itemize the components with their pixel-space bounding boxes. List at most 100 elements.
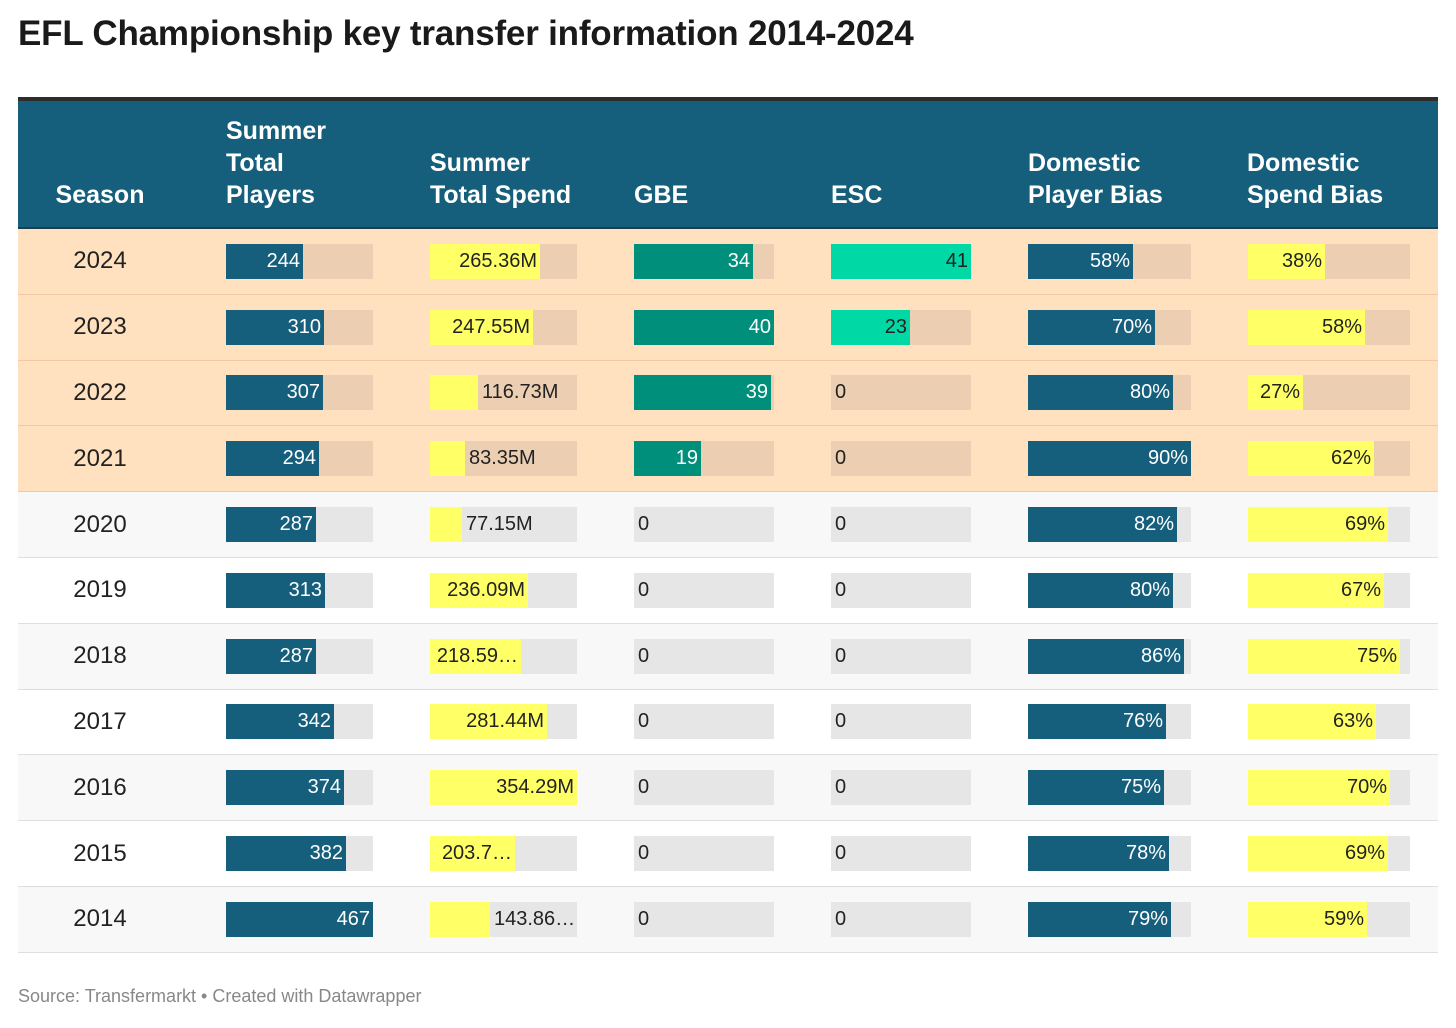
esc-bar-track: 0: [831, 901, 971, 937]
dsb-bar-track: 62%: [1248, 441, 1410, 477]
dpb-bar-fill: [1028, 704, 1166, 740]
gbe-value-label: 19: [675, 447, 698, 470]
dpb-bar-fill: [1028, 441, 1191, 477]
header-gbe[interactable]: GBE: [634, 179, 688, 211]
dpb-bar-track: 80%: [1028, 572, 1191, 608]
dsb-value-label: 67%: [1340, 578, 1381, 601]
dpb-bar-fill: [1028, 572, 1173, 608]
header-line: Total: [226, 149, 284, 177]
header-esc[interactable]: ESC: [831, 179, 882, 211]
esc-value-label: 0: [835, 842, 847, 865]
dsb-value-label: 38%: [1281, 249, 1322, 272]
header-season[interactable]: Season: [55, 181, 145, 209]
esc-value-label: 23: [884, 315, 907, 338]
dpb-value-label: 90%: [1147, 447, 1188, 470]
header-domestic-spend-bias[interactable]: Domestic Spend Bias: [1247, 147, 1383, 211]
esc-value-label: 0: [835, 710, 847, 733]
players-bar-fill: [226, 638, 316, 674]
season-cell: 2018: [73, 642, 127, 670]
dsb-bar-track: 75%: [1248, 638, 1410, 674]
dsb-bar-fill: [1248, 243, 1325, 279]
spend-bar-track: 265.36M: [430, 243, 577, 279]
spend-bar-track: 354.29M: [430, 770, 577, 806]
gbe-bar-track: 39: [634, 375, 774, 411]
dsb-value-label: 59%: [1323, 907, 1364, 930]
esc-bar-track: 0: [831, 638, 971, 674]
dpb-bar-fill: [1028, 309, 1155, 345]
esc-value-label: 0: [835, 644, 847, 667]
gbe-value-label: 0: [638, 776, 650, 799]
dpb-bar-track: 80%: [1028, 375, 1191, 411]
header-line: Summer: [226, 117, 327, 145]
gbe-bar-track: 0: [634, 770, 774, 806]
players-bar-fill: [226, 770, 344, 806]
table-row: 2022 307 116.73M 39 0 80% 27%: [18, 360, 1438, 427]
spend-bar-fill: [430, 770, 577, 806]
esc-bar-track: 0: [831, 704, 971, 740]
dpb-bar-track: 58%: [1028, 243, 1191, 279]
dsb-bar-track: 58%: [1248, 309, 1410, 345]
spend-value-label: 116.73M: [482, 381, 559, 404]
gbe-value-label: 34: [727, 249, 750, 272]
table-row: 2021 294 83.35M 19 0 90% 62%: [18, 426, 1438, 493]
dpb-bar-track: 76%: [1028, 704, 1191, 740]
spend-value-label: 265.36M: [459, 249, 537, 272]
gbe-value-label: 0: [638, 907, 650, 930]
dsb-bar-track: 67%: [1248, 572, 1410, 608]
gbe-value-label: 0: [638, 578, 650, 601]
header-line: Player Bias: [1028, 181, 1163, 209]
esc-bar-track: 0: [831, 836, 971, 872]
table-row: 2016 374 354.29M 0 0 75% 70%: [18, 755, 1438, 822]
season-cell: 2019: [73, 576, 127, 604]
gbe-bar-track: 34: [634, 243, 774, 279]
players-value-label: 310: [287, 315, 321, 338]
gbe-value-label: 40: [748, 315, 771, 338]
players-bar-fill: [226, 704, 334, 740]
header-line: Domestic: [1028, 149, 1141, 177]
esc-bar-track: 0: [831, 375, 971, 411]
dsb-bar-fill: [1248, 309, 1365, 345]
header-line: Players: [226, 181, 315, 209]
players-bar-track: 374: [226, 770, 373, 806]
gbe-value-label: 0: [638, 644, 650, 667]
dsb-bar-track: 38%: [1248, 243, 1410, 279]
gbe-value-label: 0: [638, 710, 650, 733]
season-cell: 2022: [73, 378, 127, 406]
dpb-bar-track: 82%: [1028, 507, 1191, 543]
table-row: 2023 310 247.55M 40 23 70% 58%: [18, 294, 1438, 361]
dsb-value-label: 62%: [1330, 447, 1371, 470]
chart-title: EFL Championship key transfer informatio…: [18, 14, 914, 53]
dpb-value-label: 75%: [1120, 776, 1161, 799]
dsb-bar-fill: [1248, 770, 1390, 806]
players-bar-track: 287: [226, 638, 373, 674]
dsb-bar-fill: [1248, 901, 1367, 937]
dpb-bar-track: 78%: [1028, 836, 1191, 872]
gbe-value-label: 0: [638, 842, 650, 865]
esc-value-label: 0: [835, 513, 847, 536]
players-value-label: 287: [279, 644, 313, 667]
dpb-bar-track: 86%: [1028, 638, 1191, 674]
season-cell: 2020: [73, 510, 127, 538]
gbe-value-label: 0: [638, 513, 650, 536]
spend-bar-track: 218.59…: [430, 638, 577, 674]
dpb-value-label: 82%: [1133, 513, 1174, 536]
spend-bar-track: 236.09M: [430, 572, 577, 608]
players-bar-fill: [226, 572, 325, 608]
esc-value-label: 41: [945, 249, 968, 272]
header-domestic-player-bias[interactable]: Domestic Player Bias: [1028, 147, 1163, 211]
dpb-value-label: 76%: [1122, 710, 1163, 733]
spend-value-label: 143.86…: [494, 907, 576, 930]
header-summer-total-spend[interactable]: Summer Total Spend: [430, 147, 571, 211]
dpb-bar-fill: [1028, 836, 1169, 872]
gbe-bar-fill: [634, 375, 771, 411]
gbe-bar-fill: [634, 309, 774, 345]
header-summer-total-players[interactable]: Summer Total Players: [226, 115, 326, 211]
players-value-label: 307: [286, 381, 320, 404]
table-row: 2020 287 77.15M 0 0 82% 69%: [18, 492, 1438, 558]
dsb-bar-track: 69%: [1248, 836, 1410, 872]
spend-bar-track: 83.35M: [430, 441, 577, 477]
table-row: 2018 287 218.59… 0 0 86% 75%: [18, 623, 1438, 690]
dpb-value-label: 70%: [1111, 315, 1152, 338]
dsb-value-label: 58%: [1321, 315, 1362, 338]
dsb-value-label: 69%: [1344, 513, 1385, 536]
